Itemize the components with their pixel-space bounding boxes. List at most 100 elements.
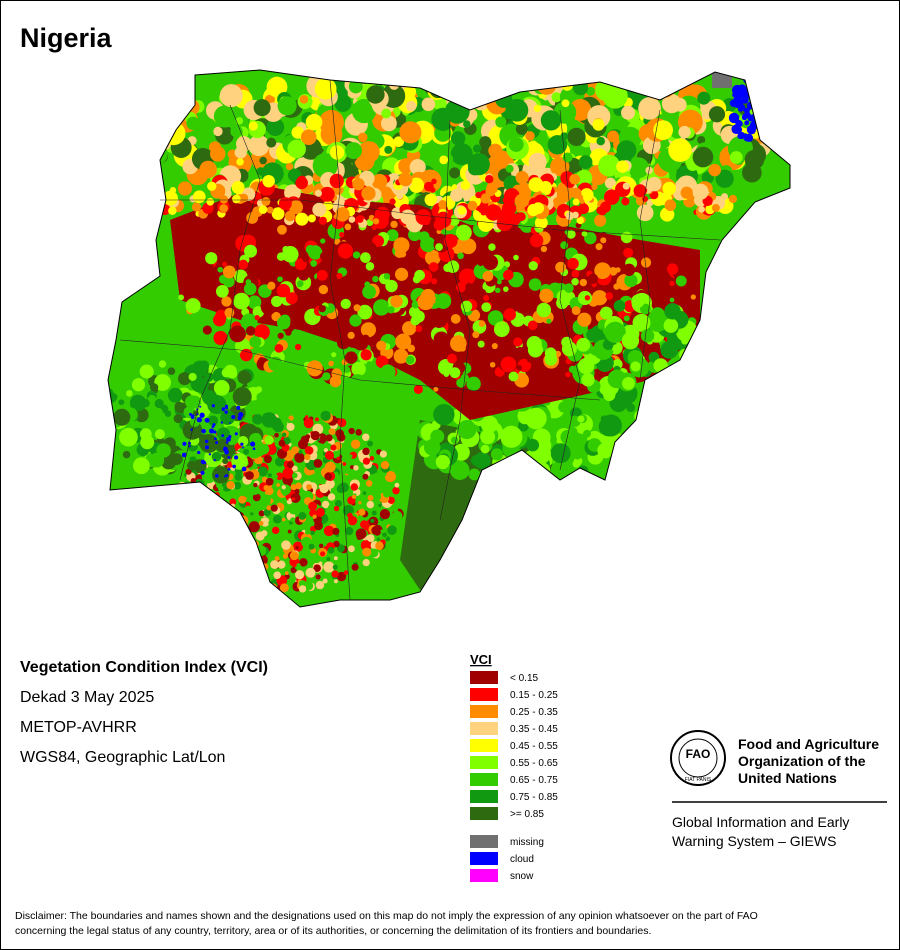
vci-patch — [324, 472, 333, 481]
vci-patch — [467, 153, 490, 176]
vci-patch — [255, 386, 263, 393]
vci-patch — [334, 94, 352, 112]
vci-patch — [392, 487, 400, 495]
vci-patch — [367, 440, 373, 447]
legend-label: 0.35 - 0.45 — [510, 724, 558, 735]
vci-patch — [591, 290, 608, 306]
vci-patch — [236, 158, 244, 166]
vci-patch — [503, 308, 516, 321]
vci-patch — [668, 138, 692, 163]
vci-patch — [140, 367, 152, 379]
vci-patch — [613, 283, 620, 290]
vci-patch — [239, 348, 253, 362]
vci-patch — [274, 456, 285, 467]
state-boundary — [160, 199, 721, 241]
vci-patch — [211, 404, 216, 408]
vci-patch — [257, 466, 268, 477]
vci-patch — [539, 288, 554, 303]
vci-patch — [433, 331, 450, 347]
vci-patch — [480, 444, 490, 454]
vci-patch — [477, 260, 484, 267]
vci-patch — [211, 425, 215, 429]
vci-patch — [450, 460, 470, 480]
vci-patch — [246, 212, 259, 224]
vci-patch — [319, 251, 329, 261]
vci-patch — [479, 288, 487, 296]
vci-patch — [478, 320, 486, 327]
vci-patch — [270, 504, 278, 512]
vci-patch — [297, 175, 307, 185]
vci-patch — [345, 142, 363, 160]
vci-patch — [571, 306, 581, 316]
vci-patch — [711, 204, 720, 212]
legend-swatch — [470, 773, 498, 786]
vci-patch — [273, 474, 278, 479]
vci-patch — [253, 99, 271, 117]
vci-patch — [232, 464, 236, 469]
vci-patch — [566, 229, 576, 239]
vci-patch — [599, 306, 613, 320]
vci-patch — [480, 193, 491, 204]
vci-patch — [640, 303, 651, 315]
vci-patch — [409, 159, 426, 176]
vci-patch — [423, 439, 441, 456]
vci-patch — [234, 473, 243, 481]
vci-patch — [290, 567, 297, 574]
vci-patch — [592, 118, 605, 131]
vci-patch — [586, 328, 599, 342]
vci-patch — [427, 194, 438, 205]
vci-patch — [366, 500, 375, 509]
vci-patch — [204, 417, 210, 423]
vci-patch — [141, 398, 150, 408]
vci-patch — [630, 361, 641, 372]
legend-swatch — [470, 756, 498, 769]
vci-patch — [322, 578, 328, 584]
vci-patch — [482, 270, 494, 282]
vci-patch — [197, 450, 201, 455]
vci-patch — [148, 406, 164, 422]
vci-patch — [505, 98, 529, 122]
vci-patch — [238, 412, 244, 418]
vci-patch — [336, 544, 345, 553]
vci-patch — [258, 510, 265, 517]
vci-patch — [274, 555, 280, 561]
vci-patch — [565, 372, 571, 378]
vci-patch — [450, 131, 466, 146]
vci-patch — [561, 341, 577, 357]
vci-patch — [201, 428, 206, 434]
vci-patch — [229, 498, 237, 506]
vci-patch — [472, 331, 480, 339]
vci-patch — [328, 360, 335, 367]
vci-patch — [131, 378, 146, 392]
vci-patch — [477, 216, 494, 232]
vci-patch — [288, 504, 299, 515]
vci-patch — [305, 244, 315, 255]
vci-patch — [358, 508, 366, 516]
vci-patch — [546, 318, 552, 324]
vci-patch — [299, 558, 308, 567]
vci-patch — [394, 267, 409, 281]
vci-patch — [233, 292, 250, 310]
vci-patch — [197, 136, 205, 144]
vci-patch — [320, 238, 326, 244]
legend-label: 0.65 - 0.75 — [510, 775, 558, 786]
vci-patch — [314, 77, 337, 100]
vci-patch — [715, 169, 734, 188]
legend-swatch — [470, 807, 498, 820]
vci-patch — [743, 134, 751, 142]
vci-patch — [491, 277, 498, 283]
disclaimer-line: concerning the legal status of any count… — [15, 925, 651, 937]
vci-patch — [284, 210, 296, 222]
vci-patch — [390, 220, 398, 229]
projection: WGS84, Geographic Lat/Lon — [20, 749, 225, 766]
vci-patch — [357, 304, 373, 320]
vci-patch — [287, 139, 306, 159]
vci-patch — [291, 126, 304, 139]
vci-patch — [383, 273, 391, 280]
state-boundary — [329, 79, 351, 601]
vci-patch — [669, 297, 675, 303]
vci-patch — [271, 295, 283, 307]
vci-patch — [626, 403, 636, 413]
vci-patch — [360, 349, 372, 361]
vci-patch — [245, 471, 254, 480]
